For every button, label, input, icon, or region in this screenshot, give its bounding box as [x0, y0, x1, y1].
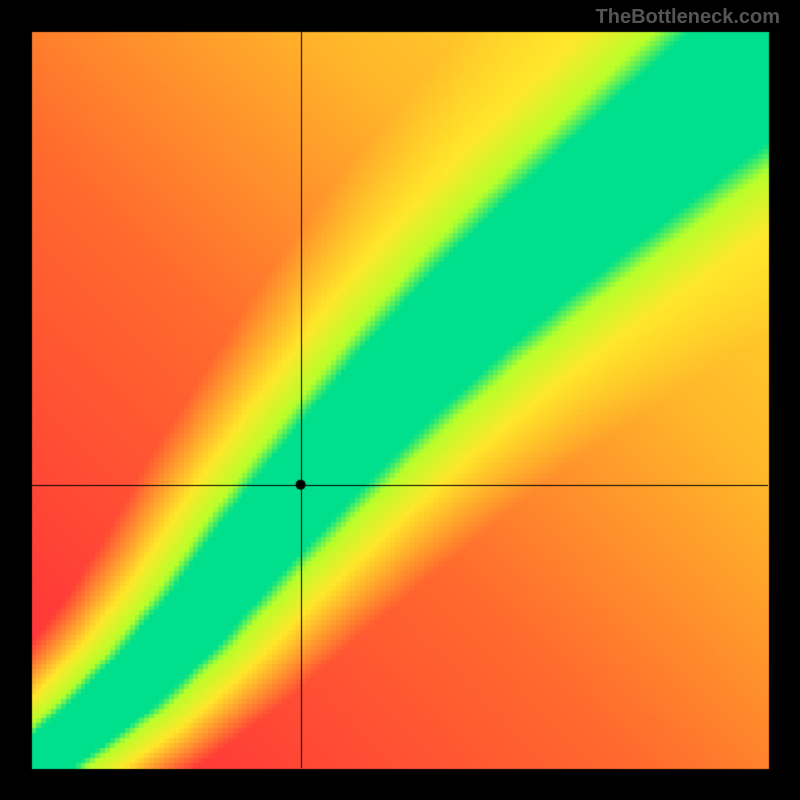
watermark-text: TheBottleneck.com [596, 6, 780, 29]
overlay-canvas [0, 0, 800, 800]
chart-container: TheBottleneck.com [0, 0, 800, 800]
